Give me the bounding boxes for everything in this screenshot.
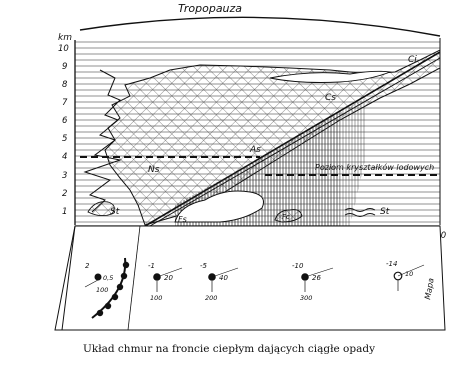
- ns-jagged-edge: [83, 69, 122, 213]
- label-st-left: St: [110, 207, 120, 217]
- y-tick: 9: [62, 62, 67, 72]
- station-temp: -1: [148, 262, 155, 270]
- label-ci: Ci: [408, 55, 417, 65]
- station-dew: 26: [312, 274, 321, 282]
- figure-caption: Układ chmur na froncie ciepłym dających …: [82, 343, 376, 355]
- ice-level-label: Poziom kryształków lodowych: [315, 162, 434, 172]
- station-temp: -14: [386, 260, 397, 268]
- station-pressure: 300: [300, 294, 312, 302]
- station-dot: [94, 273, 102, 281]
- station-dew: 0,5: [103, 274, 113, 282]
- y-tick: 7: [62, 98, 68, 108]
- fs-cloud: [174, 190, 264, 223]
- y-tick: 5: [62, 134, 67, 144]
- y-tick-labels: 1 2 3 4 5 6 7 8 9 10: [58, 44, 69, 217]
- station-dew: 40: [219, 274, 228, 282]
- tropopause-line: [79, 16, 441, 37]
- station-pressure: 200: [205, 294, 217, 302]
- weather-station-4: -10 26 300: [292, 262, 334, 302]
- station-dew: 10: [405, 270, 413, 278]
- y-tick: 6: [62, 116, 68, 126]
- y-tick: 2: [62, 189, 67, 199]
- y-tick: 10: [58, 44, 69, 54]
- map-plane: [54, 225, 446, 331]
- label-ns: Ns: [148, 165, 160, 175]
- weather-station-3: -5 40 200: [200, 262, 239, 302]
- y-tick: 4: [62, 152, 67, 162]
- map-divider: [127, 225, 141, 331]
- precipitation-thin: [340, 98, 365, 226]
- label-st-right: St: [380, 207, 390, 217]
- weather-station-2: -1 20 100: [148, 262, 183, 302]
- st-left: [87, 201, 115, 217]
- station-dew: 20: [164, 274, 173, 282]
- label-fs: Fs: [178, 215, 187, 224]
- label-as: As: [249, 145, 261, 155]
- station-pressure: 100: [96, 286, 108, 294]
- y-tick: 8: [62, 80, 68, 90]
- map-label: Mapa: [423, 277, 436, 300]
- y-tick: 1: [62, 207, 67, 217]
- y-unit-label: km: [58, 33, 72, 43]
- station-pressure: 100: [150, 294, 162, 302]
- y-tick: 3: [62, 171, 67, 181]
- tropopause-label: Tropopauza: [178, 2, 242, 15]
- st-right: [344, 208, 376, 212]
- map-left-edge: [61, 225, 76, 331]
- weather-station-1: 2 0,5 100: [84, 262, 113, 294]
- cs-streak: [269, 70, 392, 83]
- label-cs: Cs: [325, 93, 336, 103]
- station-temp: 2: [85, 262, 90, 270]
- weather-station-5: -14 10: [386, 260, 425, 291]
- warm-front-semicircles: [96, 261, 130, 317]
- st-right-2: [344, 213, 376, 217]
- fc-cloud: [274, 209, 303, 223]
- label-fc: Fc: [282, 213, 290, 221]
- station-temp: -10: [292, 262, 304, 270]
- station-temp: -5: [200, 262, 208, 270]
